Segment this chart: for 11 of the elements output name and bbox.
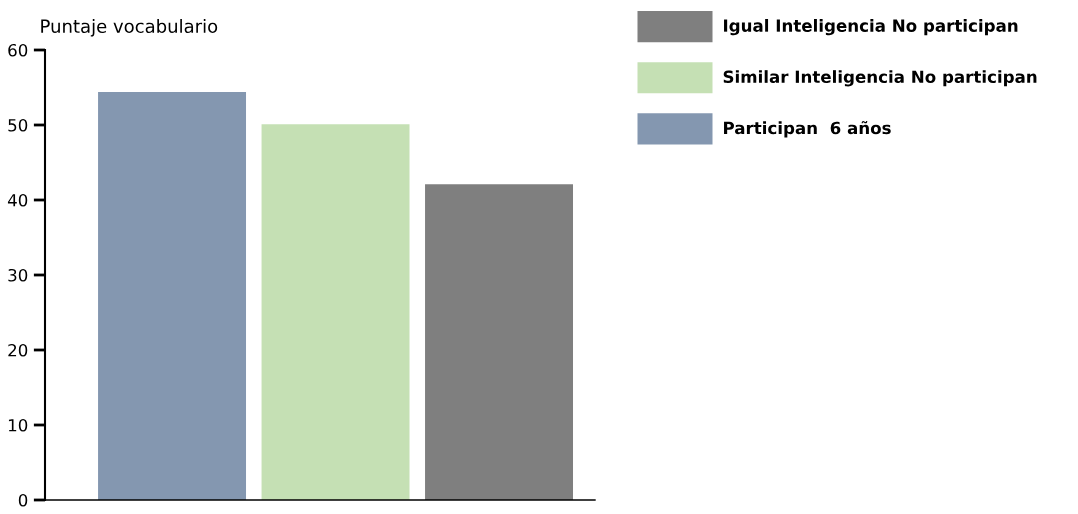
y-tick-label: 20 (8, 343, 28, 357)
y-tick-label: 10 (8, 418, 28, 432)
y-tick-label: 60 (8, 43, 28, 57)
legend-label: Igual Inteligencia No participan (724, 19, 1018, 36)
y-tick-label: 40 (7, 193, 28, 207)
y-tick-label: 50 (8, 118, 28, 132)
y-tick-label: 0 (18, 493, 28, 507)
legend-label: Similar Inteligencia No participan (723, 70, 1037, 87)
legend-label: Participan 6 años (724, 121, 891, 138)
y-tick-label: 30 (8, 268, 28, 282)
y-axis-title: Puntaje vocabulario (41, 19, 218, 37)
